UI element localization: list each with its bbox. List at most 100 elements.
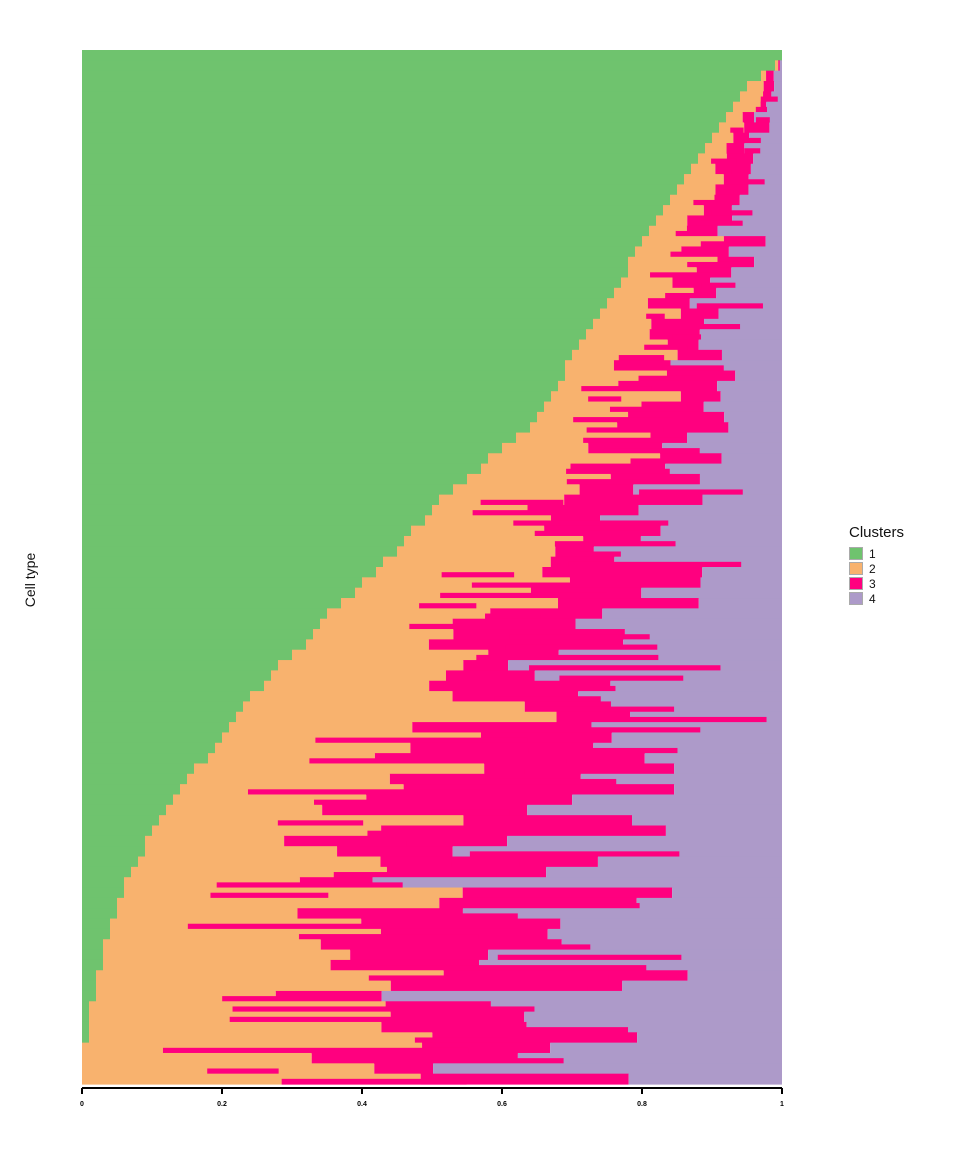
bar-segment-cluster-2 [89, 1032, 433, 1044]
bar-segment-cluster-3 [314, 799, 408, 806]
bar-segment-cluster-3 [555, 546, 594, 558]
bar-segment-cluster-3 [462, 887, 673, 899]
y-axis-label: Cell type [22, 552, 38, 608]
bar-segment-cluster-3 [216, 882, 403, 889]
bar-segment-cluster-1 [82, 308, 600, 320]
bar-segment-cluster-3 [723, 174, 749, 186]
bar-segment-cluster-4 [766, 101, 782, 113]
bar-segment-cluster-2 [131, 866, 387, 878]
bar-segment-cluster-1 [82, 732, 222, 744]
bar-segment-cluster-4 [578, 691, 782, 703]
bar-segment-cluster-1 [82, 442, 502, 454]
bar-segment-cluster-4 [550, 1042, 782, 1054]
bar-segment-cluster-3 [162, 1047, 469, 1054]
legend-label: 3 [869, 576, 876, 591]
bar-segment-cluster-2 [467, 473, 611, 485]
bar-segment-cluster-4 [748, 184, 782, 196]
bar-segment-cluster-1 [82, 546, 397, 558]
bar-segment-cluster-3 [410, 742, 594, 754]
bar-segment-cluster-3 [610, 473, 700, 485]
bar-segment-cluster-2 [628, 256, 718, 268]
legend-swatch [849, 592, 863, 605]
bar-segment-cluster-2 [96, 970, 444, 982]
bar-segment-cluster-1 [82, 618, 320, 630]
bar-segment-cluster-3 [579, 484, 634, 496]
bar-segment-cluster-1 [82, 1011, 89, 1023]
bar-segment-cluster-4 [748, 174, 782, 186]
bar-segment-cluster-1 [82, 225, 649, 237]
bar-segment-cluster-3 [628, 411, 725, 423]
bar-segment-cluster-3 [711, 158, 737, 165]
x-tick-label: 0.8 [637, 1101, 647, 1108]
bar-segment-cluster-2 [187, 773, 390, 785]
bar-segment-cluster-4 [698, 339, 782, 351]
bar-segment-cluster-4 [687, 970, 782, 982]
bar-segment-cluster-1 [82, 970, 96, 982]
bars-group [82, 50, 782, 1085]
bar-segment-cluster-3 [722, 189, 734, 196]
bar-segment-cluster-2 [215, 742, 411, 754]
bar-segment-cluster-3 [247, 789, 486, 796]
bar-segment-cluster-3 [534, 530, 659, 537]
bar-segment-cluster-1 [82, 701, 243, 713]
bar-segment-cluster-4 [524, 1011, 782, 1023]
bar-segment-cluster-1 [82, 535, 404, 547]
bar-segment-cluster-3 [740, 179, 765, 186]
bar-segment-cluster-2 [320, 618, 453, 630]
bar-segment-cluster-4 [580, 773, 782, 785]
bar-segment-cluster-3 [778, 60, 780, 72]
x-tick-label: 0.6 [497, 1101, 507, 1108]
bar-segment-cluster-1 [82, 928, 110, 940]
bar-segment-cluster-3 [420, 1073, 629, 1085]
bar-segment-cluster-3 [630, 458, 664, 465]
bar-segment-cluster-1 [82, 753, 208, 765]
bar-segment-cluster-3 [528, 747, 678, 754]
bar-segment-cluster-3 [558, 716, 767, 723]
bar-segment-cluster-3 [452, 618, 576, 630]
bar-segment-cluster-2 [544, 401, 642, 413]
bar-segment-cluster-3 [670, 251, 726, 258]
bar-segment-cluster-4 [698, 598, 782, 609]
bar-segment-cluster-2 [502, 442, 589, 454]
bar-segment-cluster-4 [735, 370, 782, 382]
bar-segment-cluster-4 [638, 504, 782, 516]
bar-segment-cluster-4 [527, 804, 782, 816]
bar-segment-cluster-4 [779, 60, 782, 72]
bar-segment-cluster-2 [306, 639, 429, 651]
bar-segment-cluster-2 [264, 680, 430, 692]
bar-segment-cluster-2 [621, 277, 673, 289]
bar-segment-cluster-2 [670, 194, 715, 206]
bar-segment-cluster-1 [82, 639, 306, 651]
bar-segment-cluster-4 [728, 246, 782, 258]
bar-segment-cluster-4 [381, 990, 782, 1002]
bar-segment-cluster-2 [103, 939, 321, 951]
bar-segment-cluster-3 [483, 727, 701, 734]
bar-segment-cluster-2 [614, 287, 694, 299]
bar-segment-cluster-1 [82, 411, 537, 423]
bar-segment-cluster-3 [744, 148, 761, 154]
bar-segment-cluster-4 [662, 442, 782, 454]
bar-segment-cluster-2 [726, 112, 743, 123]
bar-segment-cluster-2 [82, 1052, 312, 1064]
bar-segment-cluster-1 [82, 835, 145, 847]
legend-label: 2 [869, 561, 876, 576]
bar-segment-cluster-1 [82, 205, 663, 217]
x-tick-label: 1 [780, 1101, 784, 1108]
bar-segment-cluster-2 [117, 908, 298, 920]
bar-segment-cluster-3 [210, 892, 329, 899]
bar-segment-cluster-2 [663, 205, 704, 217]
bar-segment-cluster-2 [705, 143, 727, 154]
bar-segment-cluster-1 [82, 339, 579, 351]
x-tick-label: 0.2 [217, 1101, 227, 1108]
bar-segment-cluster-3 [207, 1068, 279, 1075]
bar-segment-cluster-4 [716, 287, 782, 299]
bar-segment-cluster-1 [82, 567, 376, 578]
bar-segment-cluster-3 [333, 872, 497, 878]
bar-segment-cluster-3 [700, 220, 743, 227]
bar-segment-cluster-3 [524, 768, 674, 775]
bar-segment-cluster-1 [82, 1001, 89, 1013]
bar-segment-cluster-4 [433, 1063, 782, 1075]
bar-segment-cluster-2 [740, 91, 764, 103]
bar-segment-cluster-3 [309, 758, 567, 765]
